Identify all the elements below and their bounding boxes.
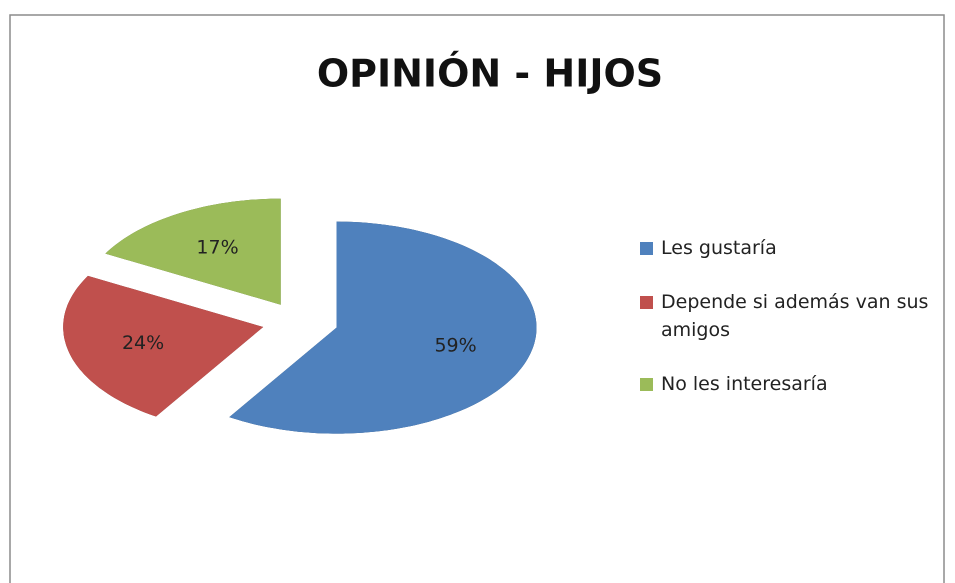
- legend-swatch: [640, 242, 653, 255]
- slice-top: [229, 221, 537, 434]
- legend-label: Depende si además van sus amigos: [661, 291, 929, 341]
- data-label: 24%: [122, 332, 164, 354]
- legend-swatch: [640, 296, 653, 309]
- pie-slice: [105, 198, 281, 341]
- legend-swatch: [640, 378, 653, 391]
- legend-item: Les gustaría: [640, 234, 930, 262]
- legend-label: No les interesaría: [661, 373, 828, 395]
- data-label: 59%: [434, 334, 476, 356]
- pie-slice: [63, 275, 264, 453]
- legend-label: Les gustaría: [661, 237, 777, 259]
- chart-title: OPINIÓN - HIJOS: [317, 52, 663, 96]
- pie-slice: [229, 221, 537, 470]
- legend: Les gustaría Depende si además van sus am…: [640, 234, 930, 424]
- slice-top: [105, 198, 281, 305]
- slice-top: [63, 275, 264, 417]
- legend-item: No les interesaría: [640, 370, 930, 398]
- data-label: 17%: [196, 237, 238, 259]
- legend-item: Depende si además van sus amigos: [640, 288, 930, 344]
